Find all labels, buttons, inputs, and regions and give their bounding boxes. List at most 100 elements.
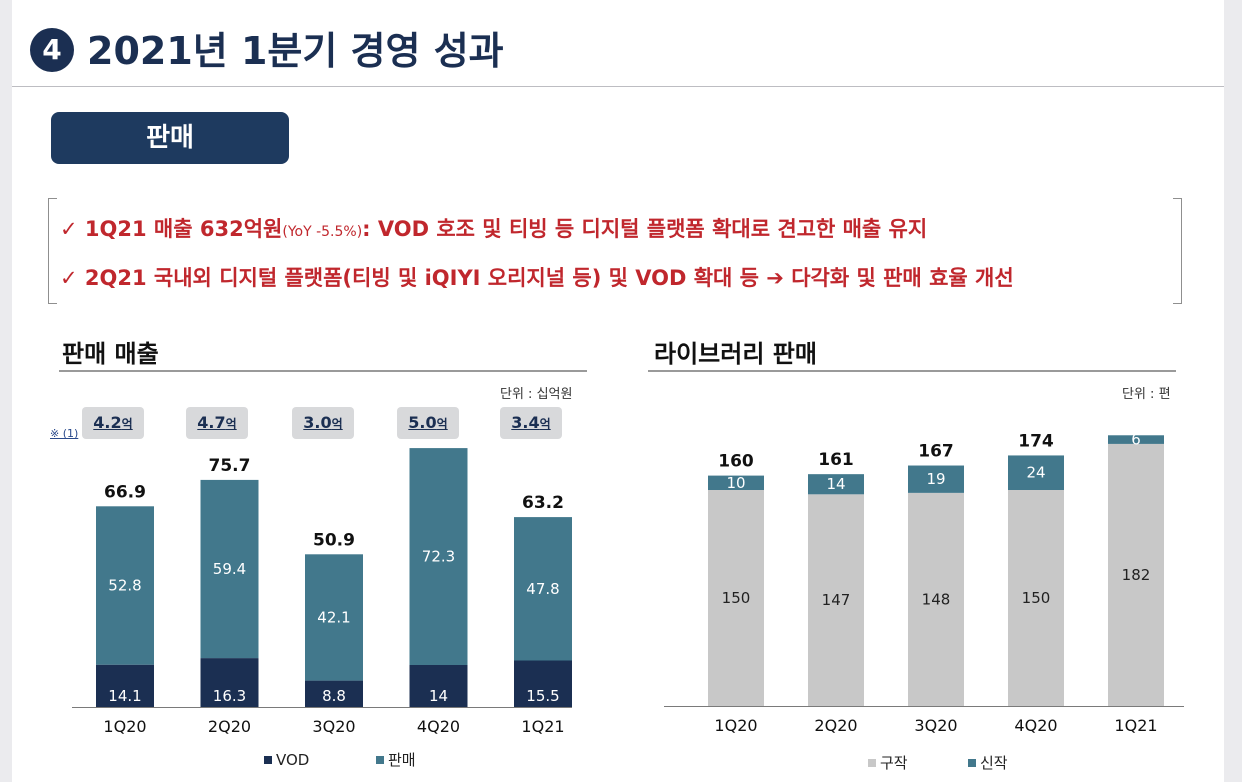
pill-1Q21: 3.4억 <box>500 407 562 439</box>
summary-box: ✓ 1Q21 매출 632억원(YoY -5.5%): VOD 호조 및 티빙 … <box>48 198 1182 304</box>
data-label-구작-2Q20: 147 <box>822 591 851 609</box>
total-label-4Q20: 174 <box>1018 431 1054 451</box>
data-label-신작-1Q20: 10 <box>726 474 745 492</box>
data-label-구작-3Q20: 148 <box>922 590 951 608</box>
x-tick-2Q20: 2Q20 <box>208 717 251 736</box>
bar-구작-2Q20 <box>808 494 864 706</box>
data-label-VOD-1Q21: 15.5 <box>526 687 559 705</box>
bar-구작-3Q20 <box>908 492 964 706</box>
page-title: 2021년 1분기 경영 성과 <box>87 29 504 73</box>
bar-신작-1Q20 <box>708 475 764 490</box>
bar-VOD-4Q20 <box>409 665 468 707</box>
pill-3Q20: 3.0억 <box>292 407 354 439</box>
library-sales-title: 라이브러리 판매 <box>654 340 817 368</box>
bar-VOD-1Q21 <box>514 660 572 707</box>
data-label-신작-4Q20: 24 <box>1026 464 1045 482</box>
library-sales-unit: 단위 : 편 <box>1122 387 1171 402</box>
total-label-1Q21: 188 <box>1118 430 1154 431</box>
pill-value: 3.0 <box>303 413 332 432</box>
pill-suffix: 억 <box>539 417 551 431</box>
x-tick-1Q20: 1Q20 <box>103 717 146 736</box>
summary-line-1-main: 1Q21 매출 632억원 <box>84 217 283 241</box>
summary-line-1-rest: : VOD 호조 및 티빙 등 디지털 플랫폼 확대로 견고한 매출 유지 <box>362 217 928 241</box>
check-icon: ✓ <box>60 217 78 241</box>
bar-신작-4Q20 <box>1008 455 1064 490</box>
legend-swatch-VOD <box>264 756 272 764</box>
legend-swatch-신작 <box>968 759 976 767</box>
pill-suffix: 억 <box>225 417 237 431</box>
library-sales-chart: 150 10 160 1Q20 147 14 161 2Q20 148 19 167 3Q20 150 2… <box>664 430 1184 772</box>
data-label-신작-2Q20: 14 <box>826 475 845 493</box>
data-label-판매-1Q21: 47.8 <box>526 580 559 598</box>
data-label-VOD-1Q20: 14.1 <box>108 687 141 705</box>
pill-value: 3.4 <box>511 413 540 432</box>
bar-구작-1Q21 <box>1108 443 1164 706</box>
total-label-1Q20: 66.9 <box>104 482 146 502</box>
pill-value: 4.7 <box>197 413 226 432</box>
library-sales-rule <box>648 370 1176 372</box>
legend-swatch-구작 <box>868 759 876 767</box>
bar-신작-3Q20 <box>908 465 964 493</box>
section-label: 판매 <box>51 112 289 164</box>
bar-판매-1Q21 <box>514 517 572 661</box>
total-label-3Q20: 167 <box>918 442 954 462</box>
data-label-구작-4Q20: 150 <box>1022 589 1051 607</box>
x-tick-4Q20: 4Q20 <box>1014 716 1057 735</box>
total-label-1Q20: 160 <box>718 452 754 472</box>
sales-revenue-rule <box>59 370 587 372</box>
legend-label-판매: 판매 <box>388 751 416 769</box>
summary-bracket-right <box>1173 198 1182 304</box>
sales-revenue-unit: 단위 : 십억원 <box>500 387 573 402</box>
summary-line-1-yoy: (YoY -5.5%) <box>282 224 363 240</box>
data-label-판매-4Q20: 72.3 <box>422 548 455 566</box>
check-icon: ✓ <box>60 266 78 290</box>
legend-label-구작: 구작 <box>880 754 908 772</box>
pill-2Q20: 4.7억 <box>186 407 248 439</box>
x-tick-1Q20: 1Q20 <box>714 716 757 735</box>
sales-revenue-chart: 14.1 52.8 66.9 1Q20 16.3 59.4 75.7 2Q20 8.8 42.1 5… <box>72 440 572 769</box>
legend-swatch-판매 <box>376 756 384 764</box>
bar-구작-1Q20 <box>708 490 764 706</box>
bar-신작-2Q20 <box>808 474 864 495</box>
summary-bracket-left <box>48 198 57 304</box>
total-label-3Q20: 50.9 <box>313 530 355 550</box>
legend-label-VOD: VOD <box>276 751 309 769</box>
bar-판매-2Q20 <box>200 479 259 659</box>
pill-suffix: 억 <box>331 417 343 431</box>
pill-4Q20: 5.0억 <box>397 407 459 439</box>
x-tick-3Q20: 3Q20 <box>914 716 957 735</box>
bar-판매-3Q20 <box>305 554 363 681</box>
pill-suffix: 억 <box>121 417 133 431</box>
pill-value: 5.0 <box>408 413 437 432</box>
x-tick-3Q20: 3Q20 <box>312 717 355 736</box>
page: 4 2021년 1분기 경영 성과 판매 ✓ 1Q21 매출 632억원(YoY… <box>12 0 1224 782</box>
pill-suffix: 억 <box>436 417 448 431</box>
footnote-marker[interactable]: ※ (1) <box>50 427 79 440</box>
x-tick-2Q20: 2Q20 <box>814 716 857 735</box>
bar-판매-4Q20 <box>409 448 468 665</box>
data-label-판매-2Q20: 59.4 <box>213 560 246 578</box>
data-label-구작-1Q20: 150 <box>722 589 751 607</box>
sales-revenue-title: 판매 매출 <box>62 340 159 368</box>
total-label-2Q20: 161 <box>818 450 854 470</box>
bar-구작-4Q20 <box>1008 490 1064 706</box>
bar-VOD-3Q20 <box>305 680 363 707</box>
data-label-VOD-2Q20: 16.3 <box>213 687 246 705</box>
pill-value: 4.2 <box>93 413 122 432</box>
bar-VOD-2Q20 <box>200 658 259 707</box>
summary-line-2: ✓ 2Q21 국내외 디지털 플랫폼(티빙 및 iQIYI 오리지널 등) 및 … <box>60 262 1014 292</box>
section-number-badge: 4 <box>30 28 74 72</box>
bar-판매-1Q20 <box>96 506 154 665</box>
total-label-1Q21: 63.2 <box>522 493 564 513</box>
x-tick-1Q21: 1Q21 <box>1114 716 1157 735</box>
summary-line-2-text: 2Q21 국내외 디지털 플랫폼(티빙 및 iQIYI 오리지널 등) 및 VO… <box>84 266 1014 290</box>
data-label-신작-3Q20: 19 <box>926 470 945 488</box>
summary-line-1: ✓ 1Q21 매출 632억원(YoY -5.5%): VOD 호조 및 티빙 … <box>60 213 927 243</box>
data-label-판매-3Q20: 42.1 <box>317 608 350 626</box>
data-label-VOD-4Q20: 14 <box>429 687 448 705</box>
data-label-VOD-3Q20: 8.8 <box>322 687 346 705</box>
x-tick-1Q21: 1Q21 <box>521 717 564 736</box>
data-label-신작-1Q21: 6 <box>1131 431 1141 449</box>
data-label-판매-1Q20: 52.8 <box>108 577 141 595</box>
bar-VOD-1Q20 <box>96 664 154 707</box>
